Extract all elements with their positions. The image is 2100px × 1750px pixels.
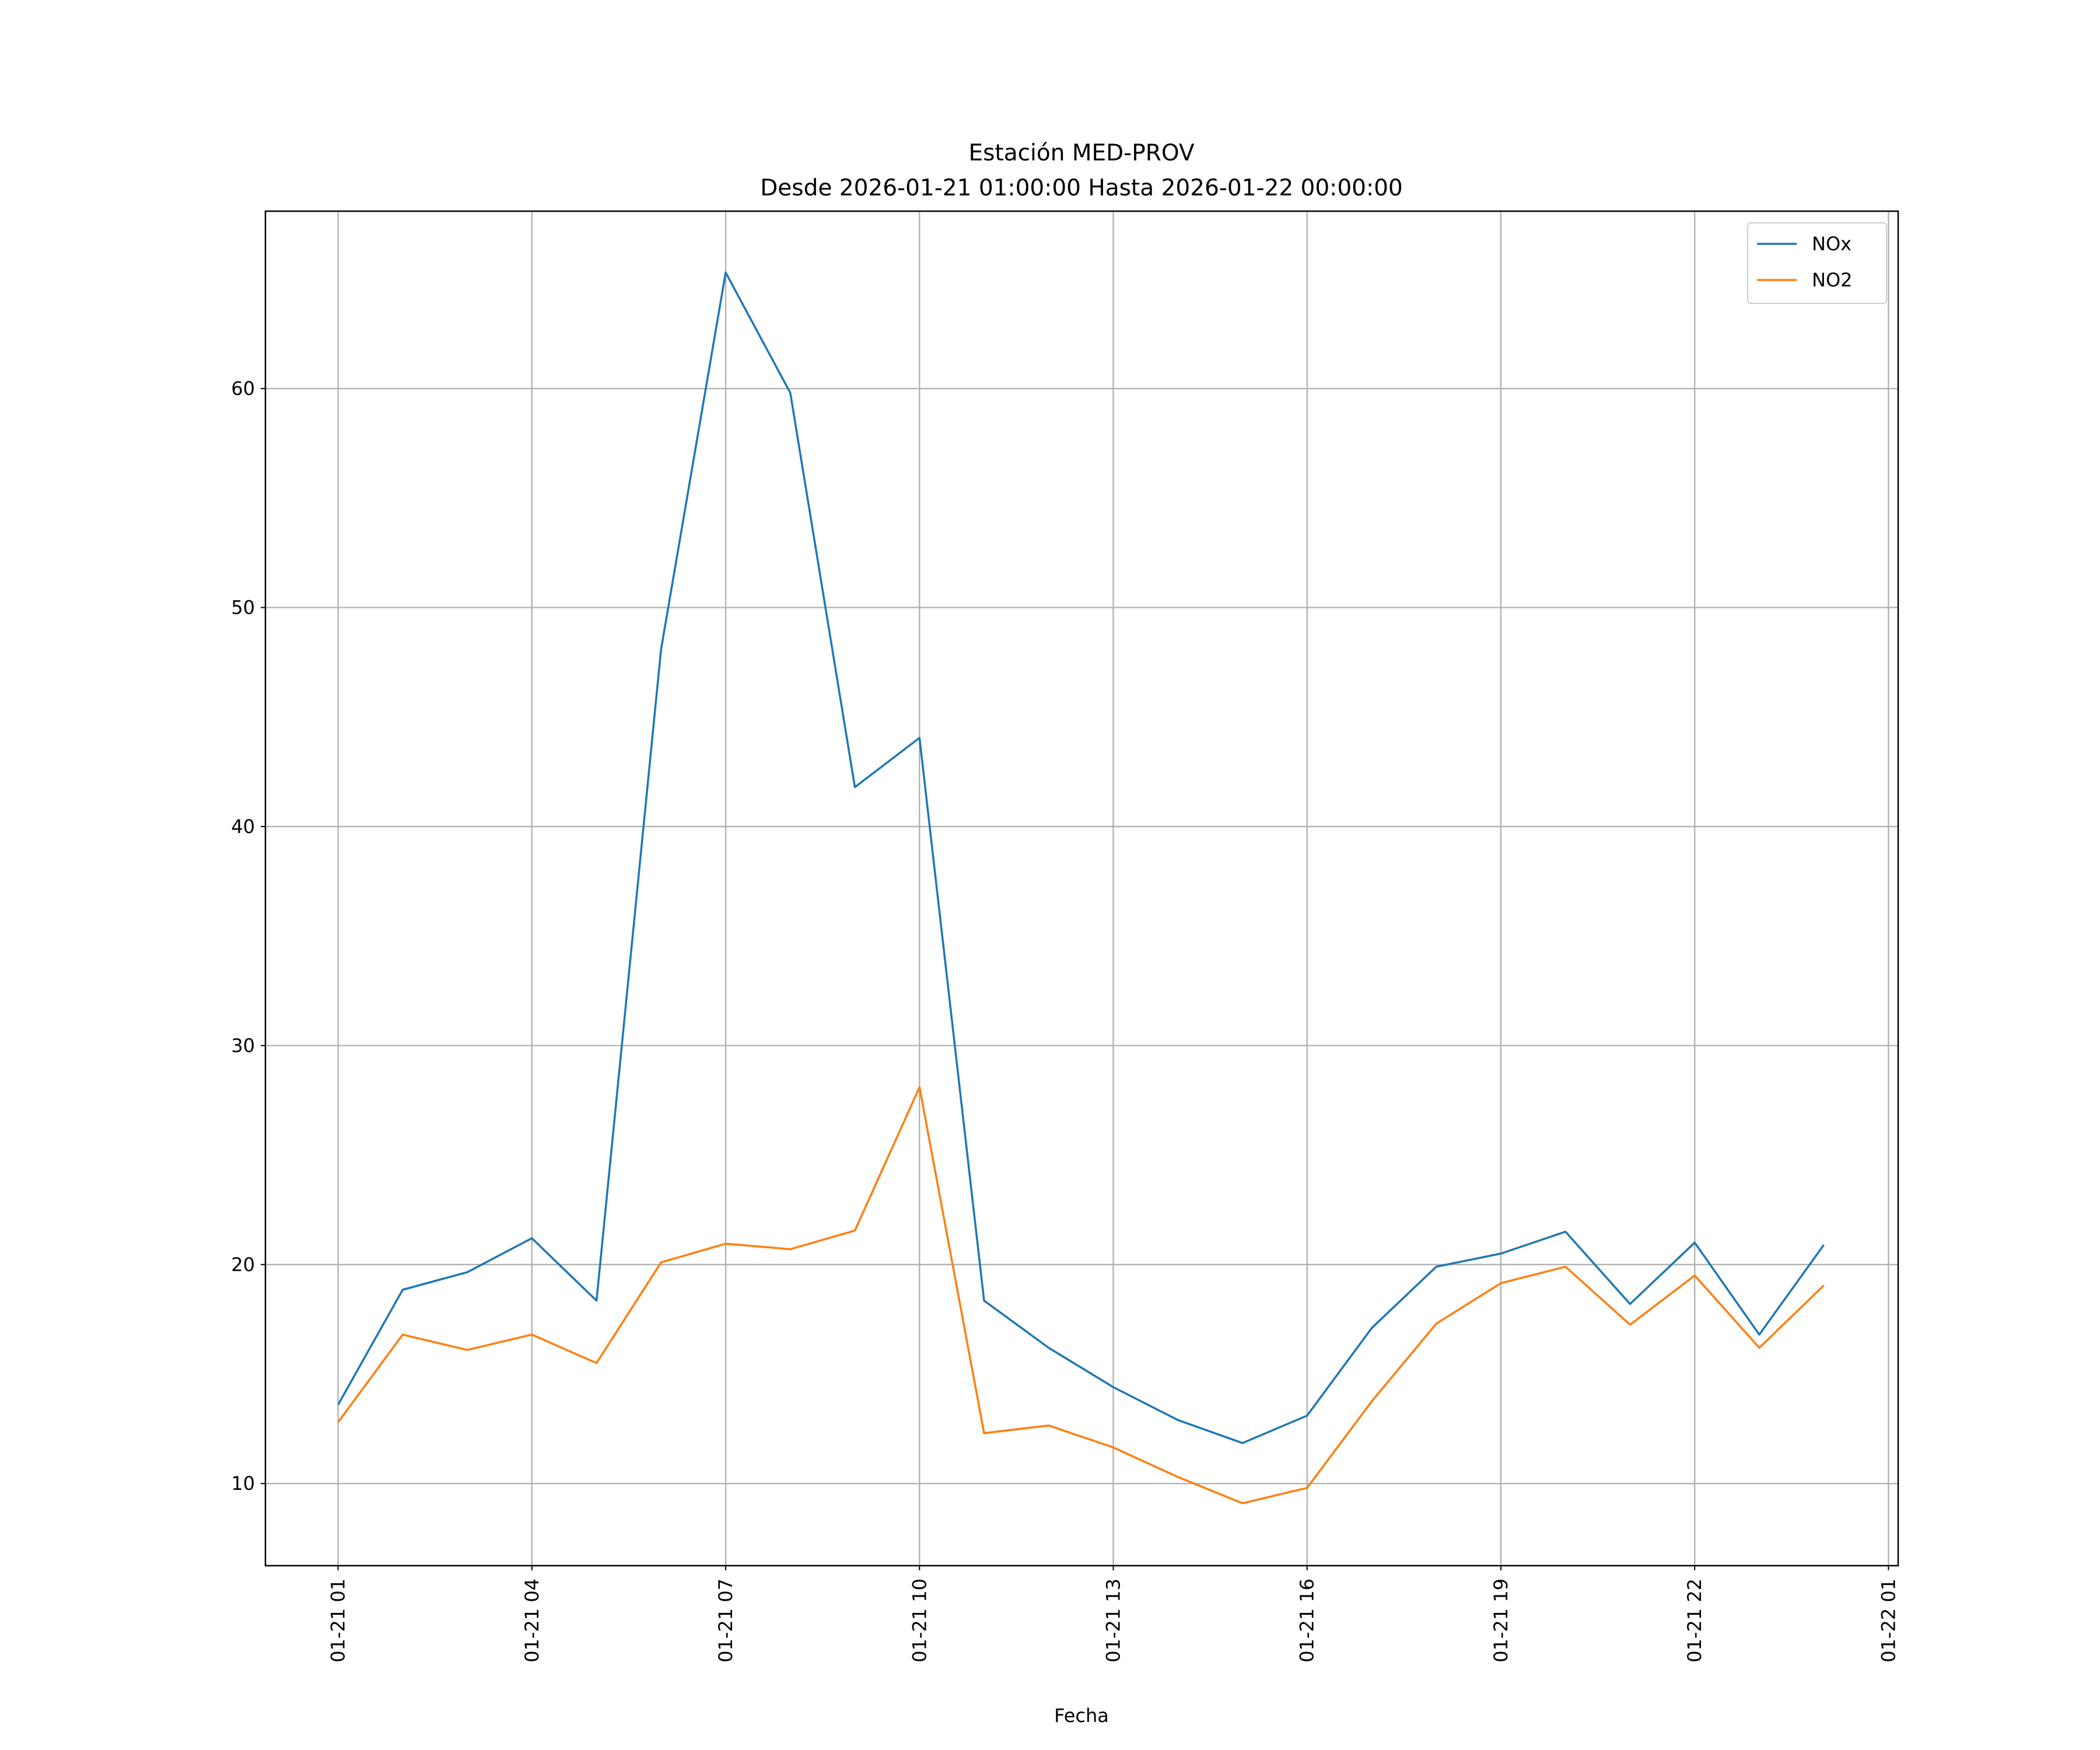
series-line-nox — [337, 271, 1825, 1444]
legend-label-no2: NO2 — [1812, 269, 1852, 291]
x-tick-label: 01-21 01 — [327, 1578, 349, 1662]
y-tick-label: 50 — [231, 597, 255, 619]
series-lines — [337, 271, 1825, 1504]
x-tick-label: 01-21 16 — [1296, 1578, 1318, 1662]
x-tick-label: 01-21 07 — [715, 1578, 737, 1662]
chart-title: Estación MED-PROV — [968, 140, 1194, 166]
y-tick-label: 10 — [231, 1472, 255, 1494]
series-line-no2 — [337, 1086, 1825, 1504]
y-tick-label: 20 — [231, 1254, 255, 1276]
x-tick-label: 01-21 04 — [521, 1578, 543, 1662]
x-tick-label: 01-22 01 — [1877, 1578, 1899, 1662]
plot-frame — [264, 210, 1899, 1567]
y-tick-label: 40 — [231, 816, 255, 838]
legend-label-nox: NOx — [1812, 233, 1852, 255]
x-tick-label: 01-21 19 — [1490, 1578, 1512, 1662]
x-tick-label: 01-21 10 — [908, 1578, 930, 1662]
x-axis-label: Fecha — [1054, 1704, 1109, 1727]
legend: NOx NO2 — [1747, 222, 1887, 304]
grid — [265, 211, 1898, 1566]
x-tick-label: 01-21 22 — [1684, 1578, 1706, 1662]
chart-subtitle: Desde 2026-01-21 01:00:00 Hasta 2026-01-… — [760, 175, 1402, 201]
y-tick-label: 30 — [231, 1034, 255, 1056]
y-tick-label: 60 — [231, 377, 255, 400]
ticks: 10 20 30 40 50 60 01-21 01 01-21 04 01-21 07 01-2… — [231, 377, 1899, 1662]
x-tick-label: 01-21 13 — [1102, 1578, 1124, 1662]
